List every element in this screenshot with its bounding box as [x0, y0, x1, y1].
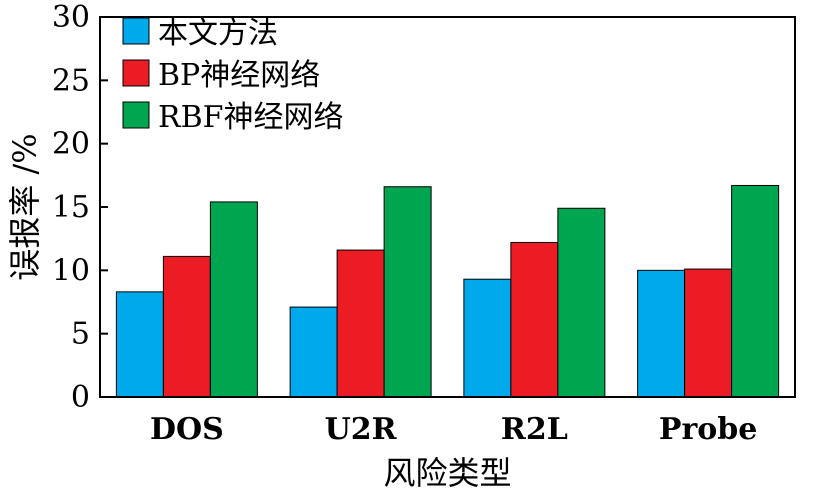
bar-probe-series-1: [637, 269, 686, 398]
plot-area-frame: [99, 16, 796, 398]
bar-u2r-series-1: [289, 306, 338, 398]
bar-u2r-series-3: [383, 186, 432, 398]
bar-dos-series-3: [209, 201, 258, 398]
bar-r2l-series-2: [510, 241, 559, 398]
x-tick-label-probe: Probe: [659, 412, 757, 447]
legend-swatch-2: [122, 59, 150, 87]
y-tick-label: 5: [71, 317, 90, 352]
bar-u2r-series-2: [336, 249, 385, 398]
y-tick-label: 30: [52, 0, 90, 35]
legend: 本文方法 BP神经网络 RBF神经网络: [122, 16, 343, 135]
bar-dos-series-1: [115, 291, 164, 398]
legend-label-3: RBF神经网络: [158, 100, 343, 135]
bar-r2l-series-3: [557, 207, 606, 398]
y-tick-label: 10: [52, 253, 90, 288]
bar-dos-series-2: [162, 255, 211, 398]
x-tick-label-r2l: R2L: [501, 412, 568, 447]
bar-probe-series-2: [684, 268, 733, 398]
legend-swatch-1: [122, 17, 150, 45]
y-axis-title: 误报率 /%: [6, 133, 44, 280]
legend-swatch-3: [122, 101, 150, 129]
y-tick-label: 15: [52, 190, 90, 225]
x-axis-tick-labels: DOS U2R R2L Probe: [150, 412, 757, 447]
y-tick-label: 20: [52, 127, 90, 162]
bar-r2l-series-1: [463, 278, 512, 398]
bar-probe-series-3: [731, 184, 780, 398]
y-tick-label: 0: [71, 380, 90, 415]
x-axis-title: 风险类型: [383, 454, 511, 492]
legend-label-2: BP神经网络: [158, 58, 320, 93]
legend-label-1: 本文方法: [158, 16, 278, 51]
bars-group: [115, 184, 780, 398]
x-tick-label-u2r: U2R: [325, 412, 398, 447]
y-tick-label: 25: [52, 63, 90, 98]
y-axis-ticks: 0 5 10 15 20 25 30: [52, 0, 108, 415]
x-tick-label-dos: DOS: [150, 412, 224, 447]
